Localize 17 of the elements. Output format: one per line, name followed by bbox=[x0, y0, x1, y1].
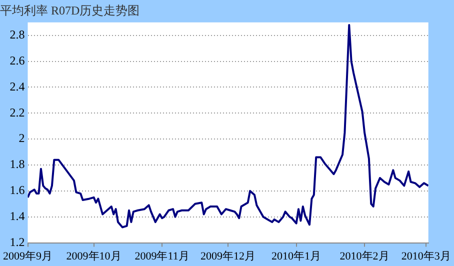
y-tick-label: 2.2 bbox=[10, 105, 25, 120]
y-tick-label: 1.2 bbox=[10, 234, 25, 249]
y-tick-label: 2.6 bbox=[10, 53, 25, 68]
chart-title: 平均利率 R07D历史走势图 bbox=[0, 3, 140, 18]
y-tick-label: 1.4 bbox=[10, 209, 25, 224]
y-tick-label: 2 bbox=[18, 131, 25, 146]
y-tick-label: 2.4 bbox=[10, 79, 25, 94]
x-tick-label: 2009年12月 bbox=[200, 250, 256, 262]
y-tick-label: 1.8 bbox=[10, 157, 25, 172]
x-tick-label: 2009年10月 bbox=[66, 250, 122, 262]
x-tick-label: 2009年11月 bbox=[134, 250, 190, 262]
x-tick-label: 2010年3月 bbox=[401, 250, 451, 262]
x-tick-label: 2009年9月 bbox=[3, 250, 52, 262]
x-tick-label: 2010年2月 bbox=[340, 250, 390, 262]
x-tick-label: 2010年1月 bbox=[272, 250, 322, 262]
y-tick-label: 2.8 bbox=[10, 28, 25, 42]
y-tick-label: 1.6 bbox=[10, 183, 25, 198]
